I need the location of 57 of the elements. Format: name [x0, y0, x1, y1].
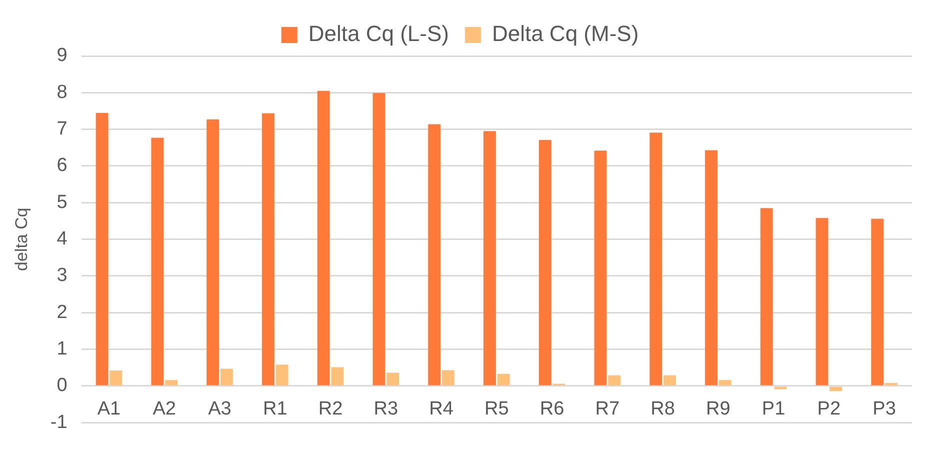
x-tick-label: P3 [872, 398, 896, 420]
x-tick-label: A3 [208, 398, 232, 420]
y-tick-label: 2 [56, 302, 68, 323]
x-tick-label: R4 [429, 398, 454, 420]
bar [428, 124, 441, 386]
x-tick-label: R1 [262, 398, 288, 420]
legend-label: Delta Cq (L-S) [308, 21, 449, 46]
y-tick-label: 7 [56, 118, 68, 140]
bar [774, 386, 787, 390]
bar [206, 119, 220, 386]
bar [816, 218, 828, 386]
bar [442, 370, 454, 386]
bar [317, 90, 330, 386]
bar [760, 208, 773, 386]
bar [151, 138, 164, 386]
bar [220, 368, 233, 386]
bar [650, 132, 662, 386]
x-tick-label: R3 [374, 398, 398, 420]
x-tick-label: R5 [484, 398, 509, 420]
x-tick-label: P2 [817, 398, 841, 420]
bar [718, 380, 732, 386]
bar [608, 375, 621, 386]
bar [594, 150, 607, 386]
bar [96, 112, 108, 386]
y-tick-label: 9 [56, 45, 68, 66]
y-tick-label: 1 [56, 338, 68, 360]
bar [262, 113, 274, 386]
y-tick-label: 3 [56, 265, 68, 286]
y-tick-label: 6 [56, 155, 68, 176]
y-tick-label: 4 [56, 228, 68, 250]
bar [497, 374, 510, 386]
bar [276, 364, 288, 386]
bar [663, 375, 676, 386]
bar [110, 370, 122, 386]
y-tick-label: 0 [56, 375, 68, 396]
y-tick-label: 5 [56, 192, 68, 213]
x-tick-label: P1 [762, 398, 786, 420]
bar [705, 150, 718, 386]
x-tick-label: A2 [152, 398, 176, 420]
legend-label: Delta Cq (M-S) [492, 21, 639, 46]
bar [871, 218, 884, 386]
x-tick-label: R9 [706, 398, 730, 420]
x-tick-label: R7 [595, 398, 620, 420]
x-tick-label: A1 [97, 398, 121, 420]
x-tick-label: R2 [318, 398, 343, 420]
bar [386, 372, 400, 386]
bar [165, 380, 178, 386]
y-tick-label: -1 [50, 412, 68, 433]
bar [331, 367, 344, 386]
y-tick-label: 8 [56, 82, 68, 103]
bar [483, 131, 496, 386]
bar [538, 140, 552, 386]
bar [830, 386, 842, 392]
x-tick-label: R6 [540, 398, 564, 420]
x-tick-label: R8 [650, 398, 675, 420]
bar [372, 93, 386, 386]
y-axis-title: delta Cq [12, 208, 31, 271]
